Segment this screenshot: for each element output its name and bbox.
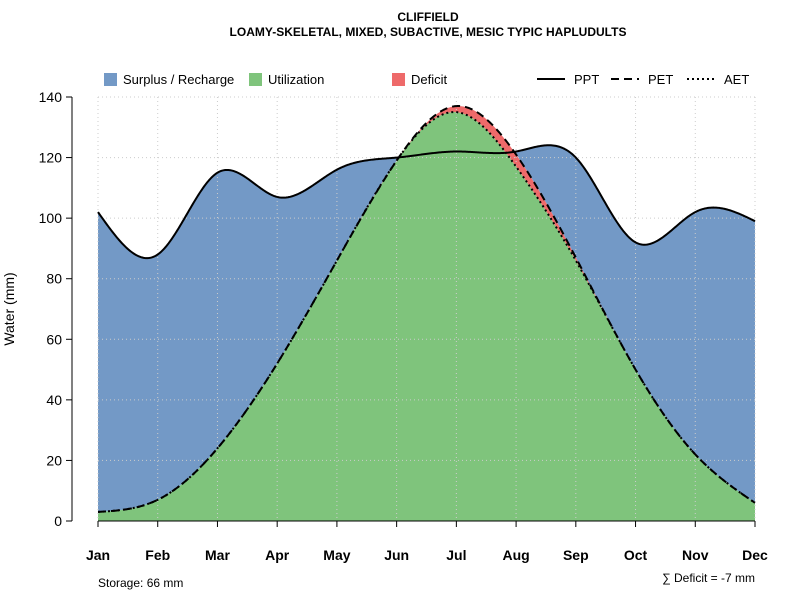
y-tick-label: 120 bbox=[39, 150, 63, 166]
legend-label-pet: PET bbox=[648, 72, 673, 87]
x-tick-label: Sep bbox=[563, 547, 589, 563]
x-tick-label: May bbox=[323, 547, 350, 563]
legend-label-deficit: Deficit bbox=[411, 72, 448, 87]
x-tick-label: Feb bbox=[145, 547, 170, 563]
series-line-ppt bbox=[97, 144, 756, 260]
x-tick-label: Oct bbox=[624, 547, 648, 563]
series-line-aet bbox=[97, 111, 756, 513]
storage-annotation: Storage: 66 mm bbox=[98, 576, 183, 590]
legend-swatch-surplus-recharge bbox=[104, 73, 117, 86]
y-tick-label: 0 bbox=[54, 513, 62, 529]
legend-label-surplus-recharge: Surplus / Recharge bbox=[123, 72, 234, 87]
x-tick-label: Jun bbox=[384, 547, 409, 563]
y-axis-label: Water (mm) bbox=[1, 272, 17, 345]
y-tick-label: 40 bbox=[46, 392, 62, 408]
legend: Surplus / Recharge Utilization Deficit PPT P… bbox=[104, 72, 749, 87]
deficit-annotation: ∑ Deficit = -7 mm bbox=[662, 571, 755, 585]
legend-label-ppt: PPT bbox=[574, 72, 599, 87]
chart-subtitle: LOAMY-SKELETAL, MIXED, SUBACTIVE, MESIC … bbox=[230, 25, 627, 39]
y-tick-label: 100 bbox=[39, 210, 63, 226]
y-tick-label: 140 bbox=[39, 89, 63, 105]
legend-swatch-utilization bbox=[249, 73, 262, 86]
x-tick-label: Mar bbox=[205, 547, 230, 563]
y-tick-label: 20 bbox=[46, 452, 62, 468]
chart-title: CLIFFIELD bbox=[397, 10, 459, 24]
x-tick-label: Nov bbox=[682, 547, 709, 563]
x-tick-label: Jul bbox=[446, 547, 466, 563]
x-tick-label: Jan bbox=[86, 547, 110, 563]
legend-label-utilization: Utilization bbox=[268, 72, 324, 87]
x-tick-label: Aug bbox=[502, 547, 529, 563]
utilization-area bbox=[98, 112, 755, 522]
x-tick-label: Apr bbox=[265, 547, 290, 563]
legend-label-aet: AET bbox=[724, 72, 749, 87]
legend-swatch-deficit bbox=[392, 73, 405, 86]
y-tick-label: 80 bbox=[46, 271, 62, 287]
surplus-recharge-area bbox=[98, 145, 755, 512]
y-tick-label: 60 bbox=[46, 331, 62, 347]
x-tick-label: Dec bbox=[742, 547, 768, 563]
